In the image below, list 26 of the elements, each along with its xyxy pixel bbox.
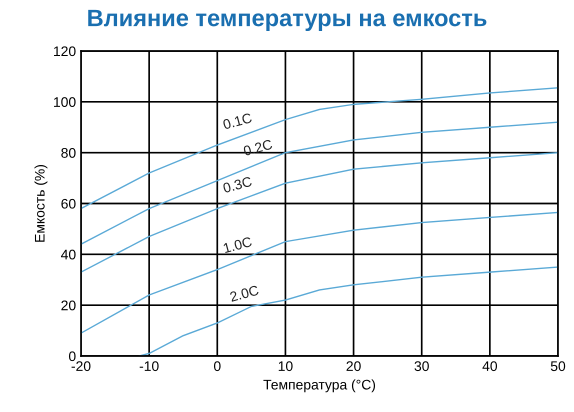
x-tick-label: -20 (72, 361, 90, 372)
chart-title: Влияние температуры на емкость (88, 10, 486, 32)
text: 0.1C (222, 112, 252, 130)
x-tick-label: 10 (278, 361, 293, 372)
x-tick-label: -10 (140, 361, 159, 372)
y-tick-label: 80 (61, 148, 76, 158)
x-tick-label: 0 (214, 361, 221, 372)
x-tick-label: 30 (414, 361, 429, 372)
y-tick-label: 0 (68, 351, 76, 362)
text: 2.0C (229, 285, 260, 302)
x-tick-label: 50 (550, 361, 566, 372)
y-tick-label: 100 (54, 97, 76, 108)
x-tick-label: 40 (482, 361, 498, 372)
line-series (81, 87, 558, 210)
line-series (81, 212, 558, 334)
y-tick-label: 120 (54, 46, 76, 56)
y-tick-label: 40 (61, 250, 76, 260)
line-series (138, 266, 558, 356)
y-axis-title: Емкость (%) (34, 164, 48, 242)
text: 0.2C (242, 139, 273, 156)
y-tick-label: 60 (61, 198, 76, 209)
text: 1.0C (223, 236, 252, 254)
text: 0.3C (222, 176, 252, 194)
x-tick-label: 20 (346, 361, 361, 372)
y-tick-label: 20 (61, 300, 76, 310)
x-axis-title: Температура (°C) (263, 379, 376, 392)
